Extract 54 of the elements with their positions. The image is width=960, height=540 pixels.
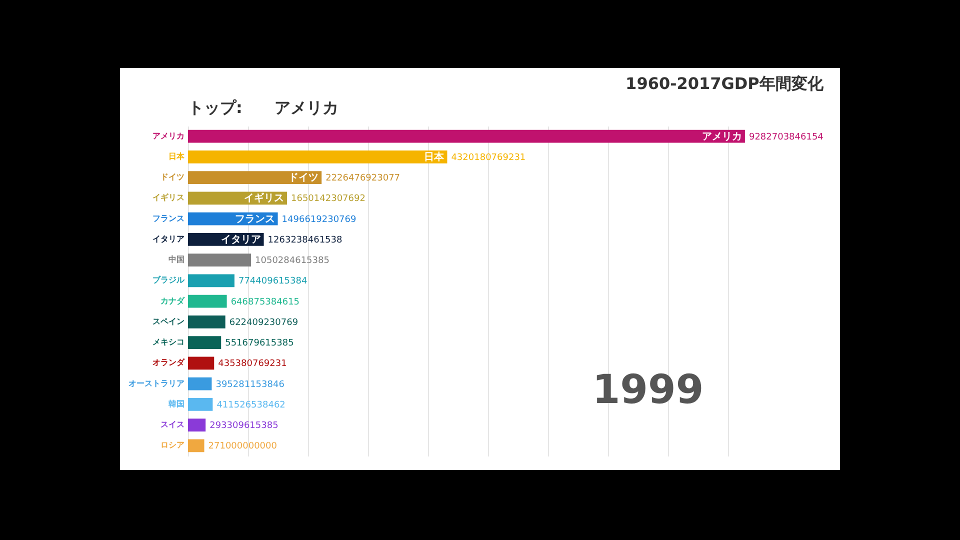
bar [188,336,222,349]
data-label: 1050284615385 [255,256,330,266]
data-label: 2226476923077 [326,174,400,184]
bar [188,150,448,164]
bar [188,316,226,328]
bar [188,398,213,411]
text: トップ: アメリカ [188,98,338,117]
y-tick-label: ブラジル [152,276,186,285]
y-tick-label: フランス [152,214,184,223]
data-label: 435380769231 [218,359,287,370]
bar [188,356,214,370]
bar [188,294,227,308]
data-label: 1263238461538 [268,235,343,246]
bar [188,418,206,432]
y-tick-label: オランダ [152,358,186,368]
annotation: イギリス [244,192,284,204]
data-label: 551679615385 [225,338,294,349]
bar [188,130,745,143]
data-label: 9282703846154 [748,132,824,142]
data-label: 293309615385 [210,421,278,432]
y-tick-label: 日本 [168,152,186,161]
bar [188,254,252,266]
data-label: 646875384615 [230,297,300,308]
annotation: イタリア [220,234,261,246]
annotation: フランス [234,214,275,225]
bar [188,439,204,452]
y-tick-label: 韓国 [168,399,184,408]
y-tick-label: アメリカ [152,131,184,140]
y-tick-label: スペイン [152,316,184,326]
data-label: 622409230769 [229,318,298,328]
bar [188,274,234,288]
bar [188,171,322,184]
annotation: 1999 [592,367,704,413]
annotation: 日本 [424,150,446,163]
bar [188,377,212,390]
data-label: 1496619230769 [282,214,357,225]
data-label: 1650142307692 [291,194,366,204]
y-tick-label: ロシア [160,440,184,450]
data-label: 395281153846 [216,380,285,390]
y-tick-label: オーストラリア [128,378,184,388]
y-tick-label: イギリス [152,193,184,202]
chart-title: 1960-2017GDP年間変化 [626,74,824,93]
y-tick-label: カナダ [160,296,186,306]
data-label: 411526538462 [216,400,286,410]
y-tick-label: メキシコ [152,338,184,347]
annotation: ドイツ [288,172,319,184]
y-tick-label: 中国 [168,255,184,264]
data-label: 4320180769231 [451,152,526,163]
annotation: アメリカ [702,131,742,142]
data-label: 271000000000 [208,442,278,452]
y-tick-label: ドイツ [160,172,184,182]
y-tick-label: イタリア [152,234,184,244]
data-label: 774409615384 [238,276,308,287]
y-tick-label: スイス [160,420,184,430]
